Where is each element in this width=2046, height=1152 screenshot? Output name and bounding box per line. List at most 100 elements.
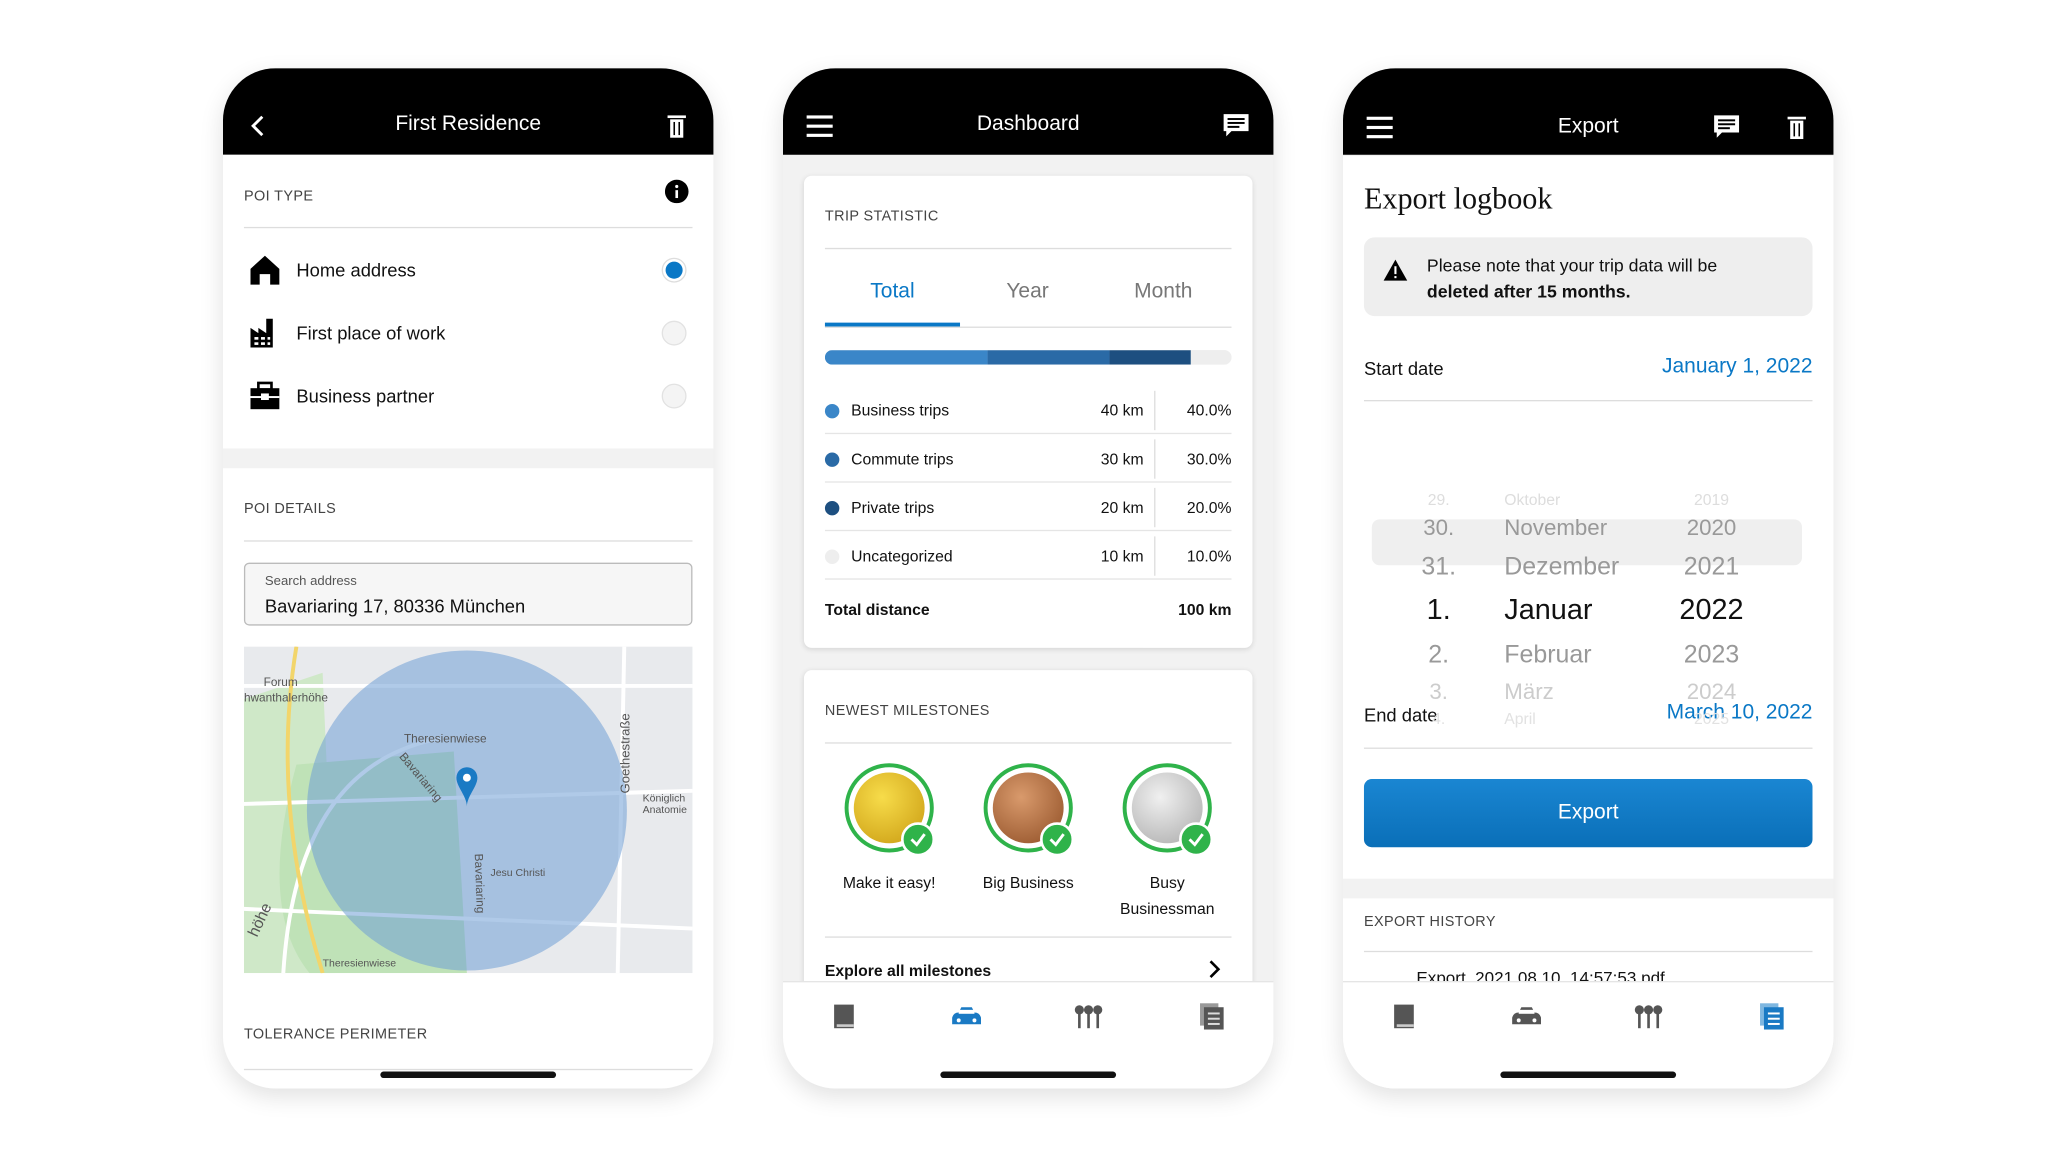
map-label: Theresienwiese bbox=[404, 731, 487, 745]
divider bbox=[243, 540, 693, 542]
explore-link[interactable]: Explore all milestones bbox=[824, 961, 992, 980]
home-indicator bbox=[1500, 1071, 1677, 1079]
picker-month[interactable]: Januar bbox=[1504, 592, 1593, 626]
info-button[interactable] bbox=[664, 179, 689, 204]
divider bbox=[243, 226, 693, 229]
row-name: Uncategorized bbox=[851, 546, 953, 566]
nav-trips[interactable] bbox=[951, 1006, 982, 1027]
picker-month[interactable]: Oktober bbox=[1504, 490, 1561, 509]
nav-poi[interactable] bbox=[1074, 1003, 1103, 1029]
export-button[interactable]: Export bbox=[1363, 779, 1813, 848]
bar-segment bbox=[1190, 350, 1232, 365]
separator bbox=[1154, 487, 1156, 528]
section-label: TRIP STATISTIC bbox=[824, 208, 939, 225]
home-indicator bbox=[940, 1071, 1117, 1079]
divider bbox=[824, 936, 1232, 938]
tab[interactable]: Year bbox=[1006, 280, 1049, 303]
nav-export[interactable] bbox=[1759, 1002, 1785, 1031]
picker-day[interactable]: 29. bbox=[1427, 490, 1450, 509]
picker-year[interactable]: 2022 bbox=[1679, 592, 1744, 626]
divider bbox=[824, 578, 1232, 580]
milestones-card: NEWEST MILESTONES Explore all milestones… bbox=[803, 670, 1253, 1012]
badge-check bbox=[901, 822, 936, 857]
map-label: hwanthalerhöhe bbox=[244, 691, 328, 705]
tab[interactable]: Month bbox=[1134, 280, 1193, 303]
delete-button[interactable] bbox=[666, 113, 687, 139]
picker-day[interactable]: 1. bbox=[1426, 592, 1451, 626]
picker-year[interactable]: 2023 bbox=[1683, 640, 1740, 669]
back-button[interactable] bbox=[249, 114, 267, 138]
picker-day[interactable]: 30. bbox=[1423, 514, 1455, 540]
messages-button[interactable] bbox=[1713, 114, 1741, 140]
divider bbox=[1363, 400, 1813, 402]
nav-export[interactable] bbox=[1199, 1002, 1225, 1031]
map-label: Theresienwiese bbox=[323, 959, 397, 970]
separator bbox=[1154, 390, 1156, 431]
factory-icon bbox=[250, 318, 273, 348]
picker-day[interactable]: 4. bbox=[1432, 709, 1446, 728]
note-box: Please note that your trip data will be … bbox=[1363, 237, 1813, 317]
radio[interactable] bbox=[661, 383, 687, 409]
map-label: Forum bbox=[264, 675, 298, 689]
picker-year[interactable]: 2024 bbox=[1686, 678, 1737, 704]
note-bold: deleted after 15 months. bbox=[1426, 281, 1631, 302]
header: Dashboard bbox=[782, 68, 1274, 155]
input-value: Bavariaring 17, 80336 München bbox=[264, 595, 526, 617]
messages-button[interactable] bbox=[1222, 113, 1250, 139]
divider bbox=[824, 247, 1232, 250]
map-label: Königlich bbox=[643, 793, 686, 804]
divider bbox=[824, 481, 1232, 483]
picker-day[interactable]: 3. bbox=[1429, 678, 1449, 704]
map-label: Goethestraße bbox=[618, 713, 633, 793]
end-value[interactable]: March 10, 2022 bbox=[1666, 701, 1813, 724]
picker-year[interactable]: 2021 bbox=[1683, 552, 1740, 581]
chevron bbox=[1209, 960, 1221, 978]
bar-segment bbox=[987, 350, 1110, 365]
section-label: NEWEST MILESTONES bbox=[824, 702, 990, 719]
bar-segment bbox=[1109, 350, 1191, 365]
milestone-name: Make it easy! bbox=[842, 873, 936, 892]
header: Export bbox=[1342, 68, 1834, 155]
note-text: Please note that your trip data will be … bbox=[1427, 253, 1781, 305]
map[interactable]: Forum hwanthalerhöhe Theresienwiese Bava… bbox=[243, 646, 693, 974]
radio[interactable] bbox=[661, 320, 687, 346]
nav-trips[interactable] bbox=[1511, 1006, 1542, 1027]
nav-poi[interactable] bbox=[1634, 1003, 1663, 1029]
picker-month[interactable]: November bbox=[1504, 514, 1608, 540]
picker-month[interactable]: März bbox=[1504, 678, 1554, 704]
menu-button[interactable] bbox=[1366, 115, 1393, 139]
radio-selected[interactable] bbox=[661, 257, 687, 283]
search-input[interactable]: Search address Bavariaring 17, 80336 Mün… bbox=[243, 562, 693, 626]
distance-bar bbox=[824, 350, 1232, 365]
divider bbox=[1363, 950, 1813, 953]
picker-day[interactable]: 31. bbox=[1421, 552, 1457, 581]
picker-month[interactable]: Februar bbox=[1504, 640, 1592, 669]
divider bbox=[243, 1068, 693, 1071]
phone-export: Export Export logbook Please note that y… bbox=[1342, 68, 1834, 1089]
picker-month[interactable]: Dezember bbox=[1504, 552, 1620, 581]
option-label: Business partner bbox=[296, 385, 435, 407]
picker-year[interactable]: 2025 bbox=[1693, 709, 1730, 728]
legend-dot bbox=[824, 403, 840, 419]
picker-month[interactable]: April bbox=[1504, 709, 1536, 728]
section-label: TOLERANCE PERIMETER bbox=[243, 1026, 428, 1043]
legend-dot bbox=[824, 500, 840, 516]
row-share: 10.0% bbox=[1186, 546, 1232, 566]
row-name: Business trips bbox=[851, 401, 950, 420]
picker-year[interactable]: 2019 bbox=[1693, 490, 1730, 509]
row-distance: 30 km bbox=[1100, 449, 1144, 469]
row-share: 40.0% bbox=[1186, 401, 1232, 420]
delete-button[interactable] bbox=[1786, 114, 1807, 140]
picker-day[interactable]: 2. bbox=[1428, 640, 1450, 669]
start-value[interactable]: January 1, 2022 bbox=[1661, 355, 1813, 378]
nav-logbook[interactable] bbox=[833, 1003, 857, 1029]
picker-year[interactable]: 2020 bbox=[1686, 514, 1737, 540]
nav-logbook[interactable] bbox=[1393, 1003, 1417, 1029]
map-label: Bavariaring bbox=[472, 853, 488, 913]
tab-active[interactable]: Total bbox=[870, 280, 915, 303]
menu-button[interactable] bbox=[806, 114, 833, 138]
option-label: First place of work bbox=[296, 322, 446, 344]
legend-dot bbox=[824, 452, 840, 467]
separator bbox=[1154, 439, 1156, 479]
